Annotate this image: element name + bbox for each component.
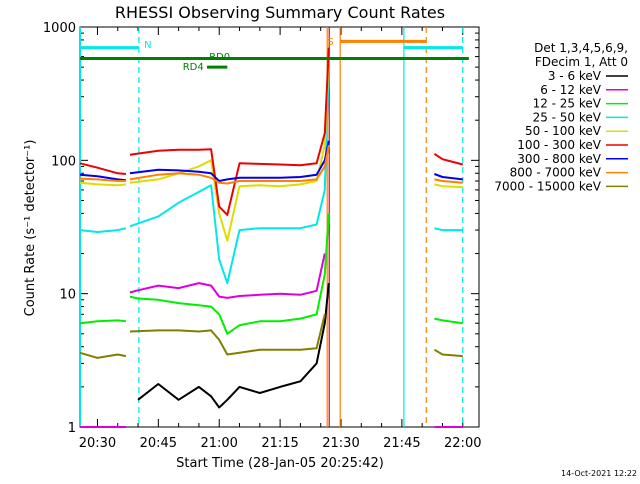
y-tick-label: 1 [68,421,76,436]
x-tick-label: 21:15 [261,436,298,451]
series-line [433,348,463,358]
series-line [79,351,127,359]
legend-entry-label: 100 - 300 keV [517,138,601,152]
series-line [79,173,126,182]
series-line [79,227,127,233]
series-line [433,152,464,166]
x-tick-label: 21:30 [322,436,359,451]
y-tick-label: 10 [59,288,76,303]
legend-entry-label: 7000 - 15000 keV [494,179,601,193]
date-stamp: 14-Oct-2021 12:22 [561,469,637,478]
flag-label: RD0 [209,52,230,63]
series-line [434,227,463,232]
series-line [79,177,126,182]
legend-entry-label: 50 - 100 keV [525,124,602,138]
legend-entry-label: 12 - 25 keV [533,97,602,111]
legend-header-line: Det 1,3,4,5,6,9, [534,41,628,55]
legend-header-line: FDecim 1, Att 0 [535,55,628,69]
flag-label: RD4 [183,62,204,73]
y-tick-label: 1000 [43,21,76,36]
plot-frame [79,26,480,428]
legend-entry-label: 300 - 800 keV [517,152,601,166]
series-line [79,319,127,325]
series-line [434,173,463,181]
legend-entry-label: 3 - 6 keV [548,69,602,83]
x-tick-label: 21:45 [383,436,420,451]
series-line [434,317,463,325]
series-line [129,47,330,216]
series-line [137,283,330,409]
chart-title: RHESSI Observing Summary Count Rates [115,3,445,22]
x-axis-label: Start Time (28-Jan-05 20:25:42) [176,456,384,471]
series-line [129,144,330,185]
series-line [129,67,330,285]
plot-area: 1 10 100 1000 20:30 20:45 21:00 21:15 21:30 21:45… [43,21,482,451]
series-line [129,56,330,242]
x-tick-label: 20:45 [140,436,177,451]
legend-entry-label: 800 - 7000 keV [510,166,602,180]
legend-entry-label: 6 - 12 keV [540,83,602,97]
series-line [434,178,463,184]
series-line [129,140,330,182]
flag-label: N [144,40,151,51]
series-line [129,314,326,356]
x-tick-label: 21:00 [200,436,237,451]
legend-entry-label: 25 - 50 keV [533,110,602,124]
y-tick-label: 100 [51,154,76,169]
series-line [79,162,126,175]
flag-label: S [327,37,333,48]
x-tick-label: 20:30 [79,436,116,451]
legend: Det 1,3,4,5,6,9,FDecim 1, Att 03 - 6 keV… [494,41,628,193]
x-tick-label: 22:00 [444,436,481,451]
series-line [79,181,127,187]
series-line [129,213,330,335]
series-line [434,183,463,189]
series-line [129,253,326,299]
y-axis-label: Count Rate (s⁻¹ detector⁻¹) [23,140,38,317]
